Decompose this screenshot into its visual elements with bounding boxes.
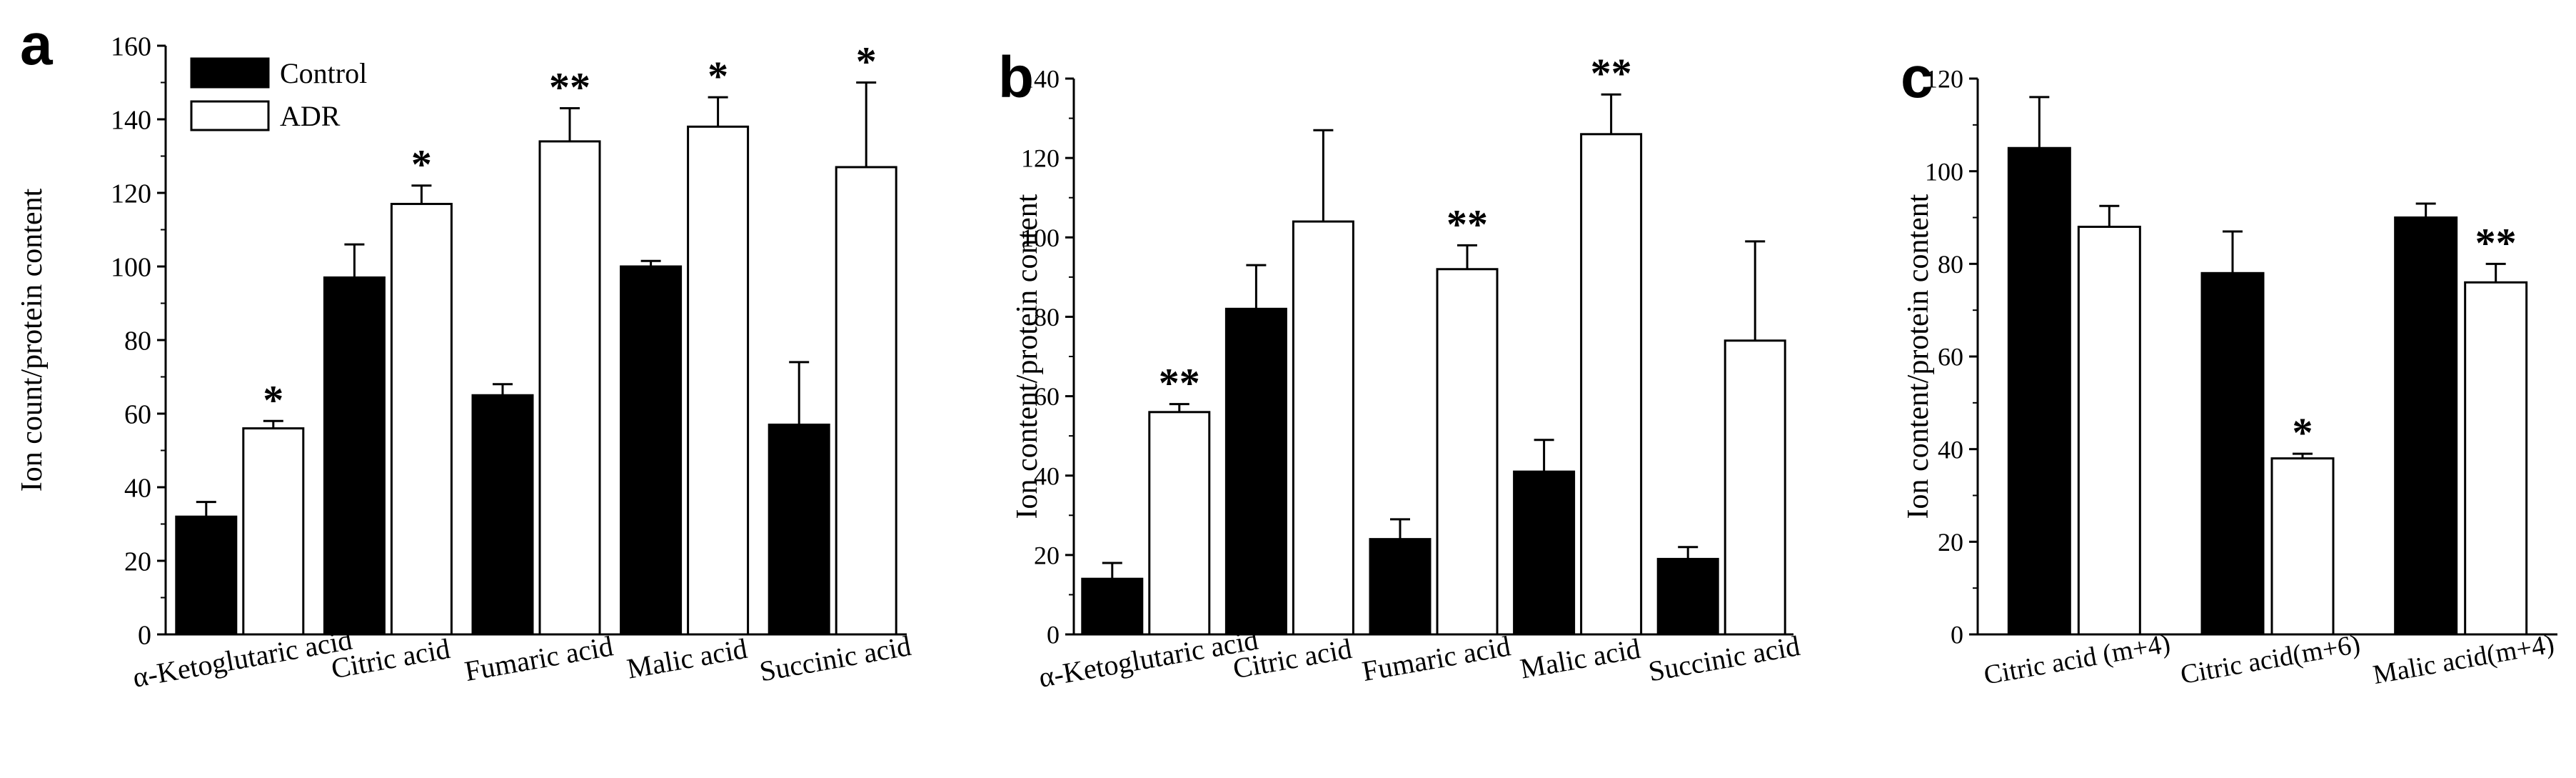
y-tick-label: 60 bbox=[1938, 343, 1963, 371]
bar-control bbox=[1224, 307, 1287, 636]
bar-adr bbox=[2464, 281, 2528, 636]
significance-marker: * bbox=[708, 53, 728, 99]
significance-marker: ** bbox=[1447, 201, 1488, 247]
bar-control bbox=[2394, 216, 2458, 636]
bar-control bbox=[2200, 271, 2265, 636]
y-tick-label: 20 bbox=[1034, 541, 1060, 569]
legend-control-swatch bbox=[190, 57, 270, 89]
significance-marker: ** bbox=[549, 64, 590, 111]
legend-adr-swatch bbox=[190, 100, 270, 131]
panel-c-letter: c bbox=[1901, 45, 1933, 110]
bar-control bbox=[1081, 577, 1144, 636]
y-tick-label: 120 bbox=[1021, 144, 1060, 173]
bar-adr bbox=[1292, 220, 1354, 636]
significance-marker: ** bbox=[1159, 360, 1200, 407]
panel-a-letter: a bbox=[20, 12, 54, 77]
y-tick-label: 20 bbox=[124, 547, 151, 577]
y-tick-label: 140 bbox=[111, 105, 151, 135]
bar-adr bbox=[1580, 133, 1643, 636]
y-tick-label: 40 bbox=[124, 473, 151, 503]
y-tick-label: 20 bbox=[1938, 528, 1963, 557]
bar-control bbox=[323, 276, 386, 636]
y-tick-label: 60 bbox=[124, 399, 151, 429]
y-tick-label: 80 bbox=[1938, 250, 1963, 279]
bar-adr bbox=[1148, 411, 1211, 636]
y-tick-label: 40 bbox=[1938, 435, 1963, 464]
bar-adr bbox=[2077, 225, 2141, 636]
bar-control bbox=[620, 265, 683, 636]
bar-control bbox=[1513, 470, 1576, 636]
legend-control-label: Control bbox=[280, 57, 367, 89]
bar-control bbox=[768, 423, 830, 636]
bar-control bbox=[1656, 557, 1719, 636]
y-tick-label: 120 bbox=[111, 179, 151, 209]
bar-adr bbox=[2270, 457, 2335, 636]
y-tick-label: 100 bbox=[1021, 224, 1060, 252]
bar-adr bbox=[242, 427, 305, 636]
bar-adr bbox=[390, 202, 453, 636]
y-tick-label: 0 bbox=[138, 620, 151, 650]
y-axis-label: Ion count/protein content bbox=[16, 188, 49, 492]
y-tick-label: 120 bbox=[1925, 65, 1963, 94]
bar-adr bbox=[538, 140, 601, 636]
significance-marker: * bbox=[263, 376, 283, 423]
y-axis-label: Ion content/protein content bbox=[1011, 194, 1044, 519]
legend-adr-label: ADR bbox=[280, 100, 341, 132]
bar-adr bbox=[1436, 268, 1499, 636]
legend: Control ADR bbox=[190, 57, 367, 132]
significance-marker: * bbox=[856, 39, 877, 85]
y-tick-label: 140 bbox=[1021, 65, 1060, 94]
panel-b-letter: b bbox=[998, 45, 1034, 110]
y-tick-label: 160 bbox=[111, 31, 151, 61]
bar-adr bbox=[1724, 339, 1786, 636]
y-tick-label: 100 bbox=[1925, 157, 1963, 186]
bar-control bbox=[2007, 146, 2071, 636]
y-tick-label: 0 bbox=[1951, 621, 1963, 649]
bar-control bbox=[1369, 538, 1432, 636]
panel-b-chart: b 0 20 40 60 80 100 120 140 Ion content/protein … bbox=[998, 45, 1802, 694]
significance-marker: * bbox=[411, 141, 432, 188]
y-tick-label: 0 bbox=[1047, 621, 1060, 649]
bar-control bbox=[471, 394, 534, 636]
significance-marker: ** bbox=[1591, 50, 1632, 96]
bar-control bbox=[175, 515, 238, 636]
y-tick-label: 100 bbox=[111, 252, 151, 282]
y-tick-label: 80 bbox=[124, 326, 151, 356]
y-tick-label: 40 bbox=[1034, 462, 1060, 490]
y-axis-label: Ion content/protein content bbox=[1902, 194, 1935, 519]
y-tick-label: 80 bbox=[1034, 303, 1060, 331]
bar-adr bbox=[835, 166, 897, 636]
y-tick-label: 60 bbox=[1034, 382, 1060, 411]
bar-adr bbox=[687, 125, 750, 636]
significance-marker: * bbox=[2293, 409, 2313, 456]
significance-marker: ** bbox=[2475, 219, 2517, 266]
